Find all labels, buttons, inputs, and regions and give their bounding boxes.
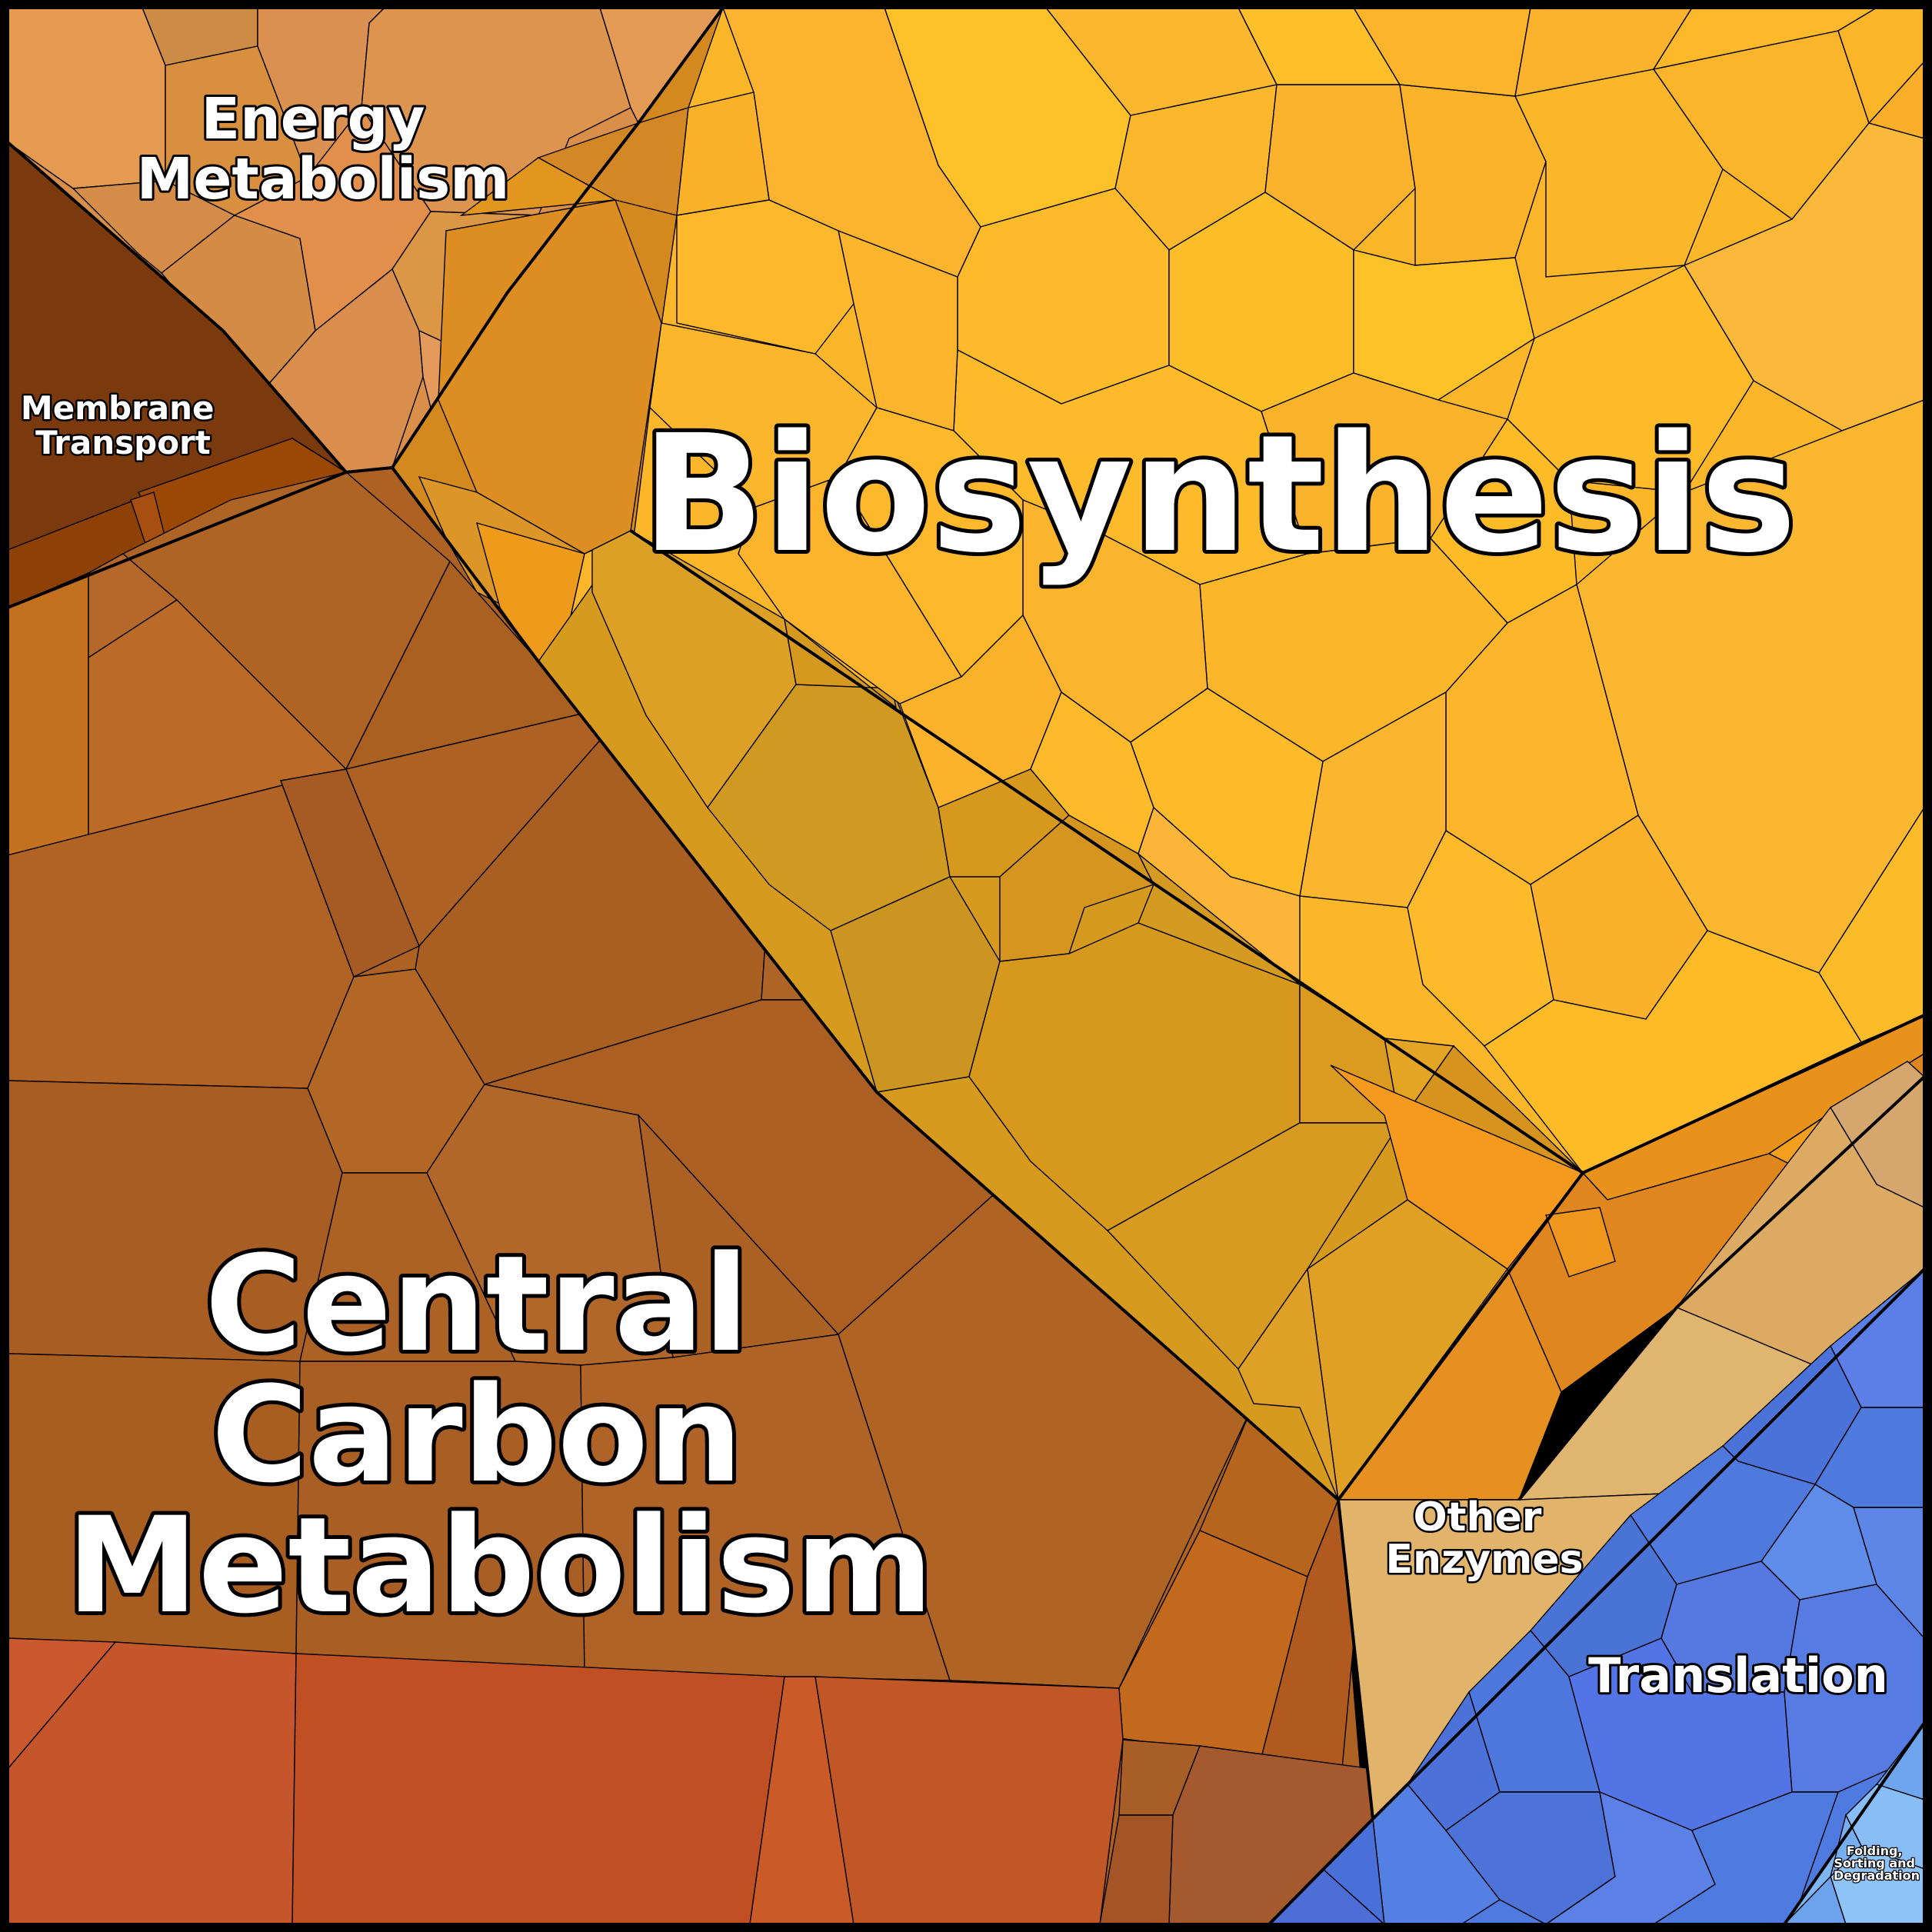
biosynthesis-label: Biosynthesis xyxy=(641,400,1797,588)
region-borders xyxy=(8,8,1924,1924)
translation-label: Translation xyxy=(1588,1647,1888,1704)
other-enzymes-label: Other Enzymes xyxy=(1385,1494,1583,1583)
folding-sorting-degradation-label: Folding, Sorting and Degradation xyxy=(1834,1844,1920,1883)
membrane-transport-label: Membrane Transport xyxy=(21,389,225,461)
energy-metabolism-label: Energy Metabolism xyxy=(137,86,510,212)
region-labels: Energy Metabolism Membrane Transport Bio… xyxy=(18,84,1920,1884)
region-central-carbon-metabolism xyxy=(8,467,1374,1924)
central-carbon-metabolism-label: Central Carbon Metabolism xyxy=(67,1227,934,1643)
region-biosynthesis xyxy=(391,8,1924,1501)
region-membrane-transport xyxy=(8,142,348,608)
